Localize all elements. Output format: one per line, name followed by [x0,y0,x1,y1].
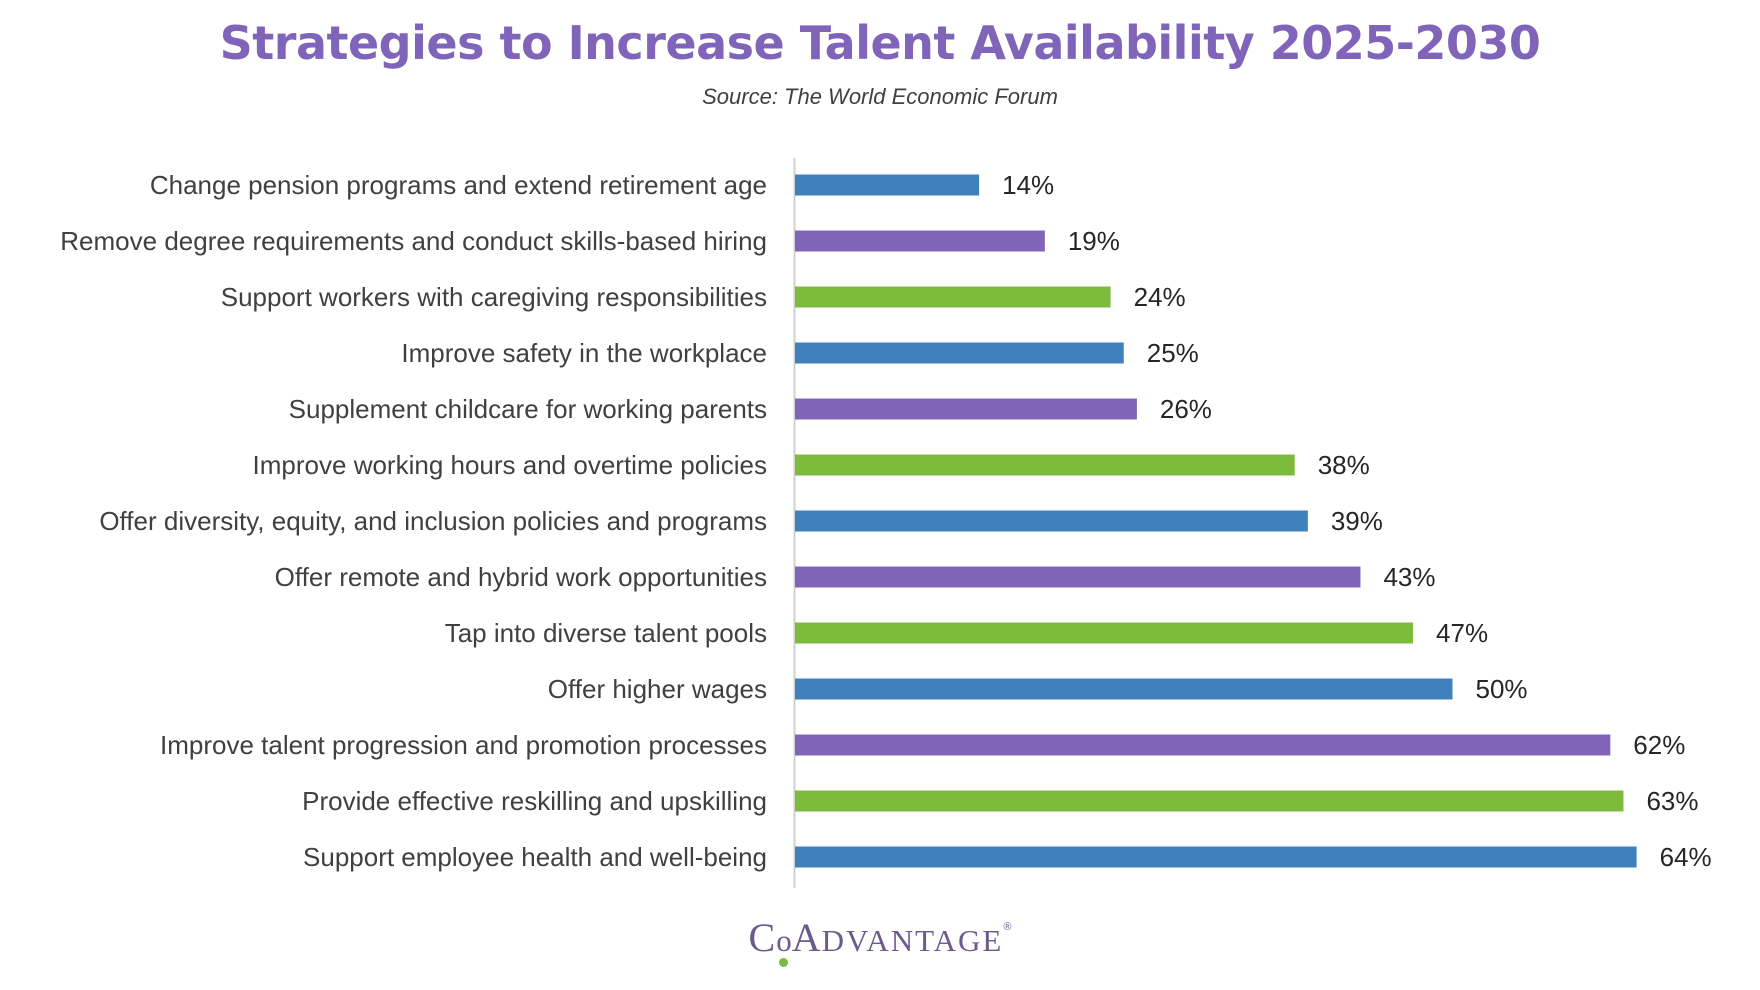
category-label: Improve working hours and overtime polic… [253,450,767,480]
category-label: Offer diversity, equity, and inclusion p… [99,506,767,536]
value-labels: 14% 19% 24% 25% 26% 38% 39%43%47% 50% 62% 63% 64% [1002,170,1712,872]
value-label: 38% [1318,450,1370,480]
category-label: Support workers with caregiving responsi… [221,282,767,312]
value-label: 64% [1660,842,1712,872]
coadvantage-logo: Co ADVANTAGE® [0,915,1760,967]
bars [795,174,1637,868]
logo-letters-dvantage: DVANTAGE [821,923,1004,958]
bar [795,454,1295,476]
category-label: Remove degree requirements and conduct s… [60,226,767,256]
value-label: 25% [1147,338,1199,368]
logo-letter-a: A [791,915,822,960]
bar [795,678,1453,700]
bar [795,790,1624,812]
value-label: 62% [1633,730,1685,760]
category-labels: Change pension programs and extend retir… [60,170,767,872]
category-label: Support employee health and well-being [303,842,767,872]
value-label: 47% [1436,618,1488,648]
category-label: Tap into diverse talent pools [445,618,767,648]
logo-letter-c: C [748,915,777,960]
value-label: 39% [1331,506,1383,536]
bar [795,286,1111,308]
value-label: 26% [1160,394,1212,424]
bar [795,342,1124,364]
value-label: 24% [1134,282,1186,312]
bar [795,622,1414,644]
category-label: Supplement childcare for working parents [289,394,767,424]
category-label: Change pension programs and extend retir… [150,170,767,200]
bar [795,398,1137,420]
value-label: 14% [1002,170,1054,200]
category-label: Improve safety in the workplace [401,338,767,368]
bar-chart: Change pension programs and extend retir… [60,158,1712,888]
chart-title: Strategies to Increase Talent Availabili… [219,16,1541,70]
category-label: Improve talent progression and promotion… [160,730,767,760]
bar [795,230,1045,252]
bar [795,846,1637,868]
bar [795,510,1308,532]
category-label: Offer remote and hybrid work opportuniti… [275,562,767,592]
bar [795,734,1611,756]
value-label: 19% [1068,226,1120,256]
logo-letter-o: o [776,925,792,967]
category-label: Provide effective reskilling and upskill… [302,786,767,816]
value-label: 43% [1383,562,1435,592]
logo-dot-icon [779,958,789,967]
chart-subtitle: Source: The World Economic Forum [702,84,1058,109]
bar [795,566,1361,588]
bar [795,174,980,196]
registered-mark: ® [1003,921,1012,933]
value-label: 63% [1646,786,1698,816]
category-label: Offer higher wages [548,674,767,704]
value-label: 50% [1476,674,1528,704]
